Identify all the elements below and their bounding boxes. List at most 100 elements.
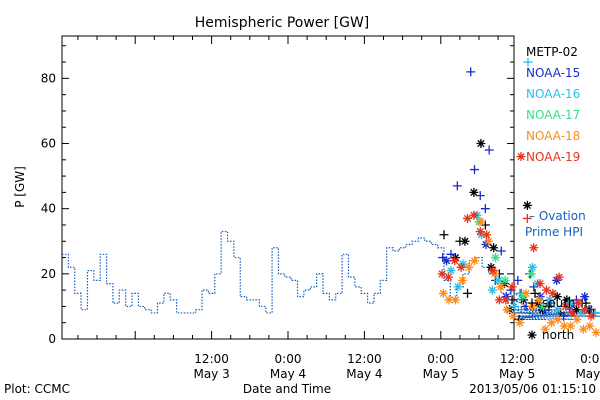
data-point [456, 262, 466, 272]
data-point [535, 279, 545, 289]
data-point [458, 259, 468, 269]
data-point [552, 292, 562, 302]
x-tick-label-time: 0:00 [580, 352, 600, 366]
marker-legend-symbol [527, 298, 537, 308]
data-point [516, 152, 526, 162]
y-tick-label: 80 [41, 71, 56, 85]
legend-entry: NOAA-17 [526, 108, 580, 122]
data-point [491, 253, 501, 263]
chart-title: Hemispheric Power [GW] [195, 15, 370, 31]
data-point [464, 262, 474, 272]
data-point [494, 275, 504, 285]
data-point [446, 266, 456, 276]
data-point [562, 295, 572, 305]
x-tick-label-date: May 5 [499, 367, 535, 381]
data-point [502, 305, 512, 315]
data-point [541, 285, 551, 295]
data-point [446, 249, 456, 259]
data-point [529, 243, 539, 253]
timestamp: 2013/05/06 01:15:10 [469, 382, 596, 396]
data-point [545, 295, 555, 305]
data-point [490, 269, 500, 279]
data-point [476, 139, 486, 149]
x-tick-label-time: 12:00 [347, 352, 382, 366]
data-point [530, 288, 540, 298]
x-tick-label-date: May 3 [193, 367, 229, 381]
data-point [482, 230, 492, 240]
data-point [523, 57, 533, 67]
data-point [585, 321, 595, 331]
x-tick-label-date: May 4 [270, 367, 306, 381]
data-point [510, 301, 520, 311]
data-point [486, 262, 496, 272]
data-point [463, 213, 473, 223]
y-tick-label: 40 [41, 202, 56, 216]
x-tick-label-time: 12:00 [500, 352, 535, 366]
legend-entry: NOAA-15 [526, 66, 580, 80]
data-point [527, 262, 537, 272]
data-point [552, 305, 562, 315]
data-point [538, 301, 548, 311]
data-point [522, 213, 532, 223]
data-point [484, 236, 494, 246]
data-point [439, 230, 449, 240]
data-point [496, 246, 506, 256]
data-point [457, 275, 467, 285]
data-point [559, 321, 569, 331]
data-point [515, 318, 525, 328]
data-point [460, 236, 470, 246]
data-point [586, 311, 596, 321]
data-point [534, 295, 544, 305]
y-axis-label: P [GW] [13, 166, 27, 208]
x-tick-label-date: May 5 [423, 367, 459, 381]
data-point [488, 266, 498, 276]
data-point [513, 275, 523, 285]
data-point [475, 226, 485, 236]
data-point [453, 282, 463, 292]
data-point [526, 269, 536, 279]
data-point [518, 292, 528, 302]
y-tick-label: 20 [41, 267, 56, 281]
data-point [508, 311, 518, 321]
legend-entry: NOAA-16 [526, 87, 580, 101]
data-point [535, 292, 545, 302]
data-point [480, 204, 490, 214]
ovation-label-line2: Prime HPI [525, 225, 583, 239]
data-point [469, 210, 479, 220]
y-tick-label: 60 [41, 137, 56, 151]
data-point [581, 298, 591, 308]
data-point [452, 181, 462, 191]
data-point [566, 298, 576, 308]
legend-entry: METP-02 [526, 45, 578, 59]
x-tick-label-time: 12:00 [194, 352, 229, 366]
marker-legend: south north [527, 296, 576, 342]
x-axis-label: Date and Time [243, 382, 331, 396]
data-point [443, 272, 453, 282]
legend-entry: NOAA-19 [526, 150, 580, 164]
data-point [450, 295, 460, 305]
data-point [578, 324, 588, 334]
data-point [580, 305, 590, 315]
data-point [548, 288, 558, 298]
data-point [591, 327, 600, 337]
data-point [521, 288, 531, 298]
x-tick-label-time: 0:00 [275, 352, 302, 366]
data-point [484, 145, 494, 155]
data-point [566, 321, 576, 331]
data-point [494, 295, 504, 305]
marker-legend-label: north [542, 328, 574, 342]
ovation-series [62, 230, 600, 321]
data-point [476, 217, 486, 227]
data-point [477, 230, 487, 240]
data-point [573, 298, 583, 308]
data-point [572, 314, 582, 324]
marker-legend-label: south [542, 296, 576, 310]
legend: METP-02 NOAA-15 NOAA-16 NOAA-17 NOAA-18 NOAA-… [526, 45, 580, 164]
data-point [540, 324, 550, 334]
data-point [463, 288, 473, 298]
data-point [561, 301, 571, 311]
ovation-label-line1: – Ovation [529, 209, 586, 223]
legend-entry: NOAA-18 [526, 129, 580, 143]
